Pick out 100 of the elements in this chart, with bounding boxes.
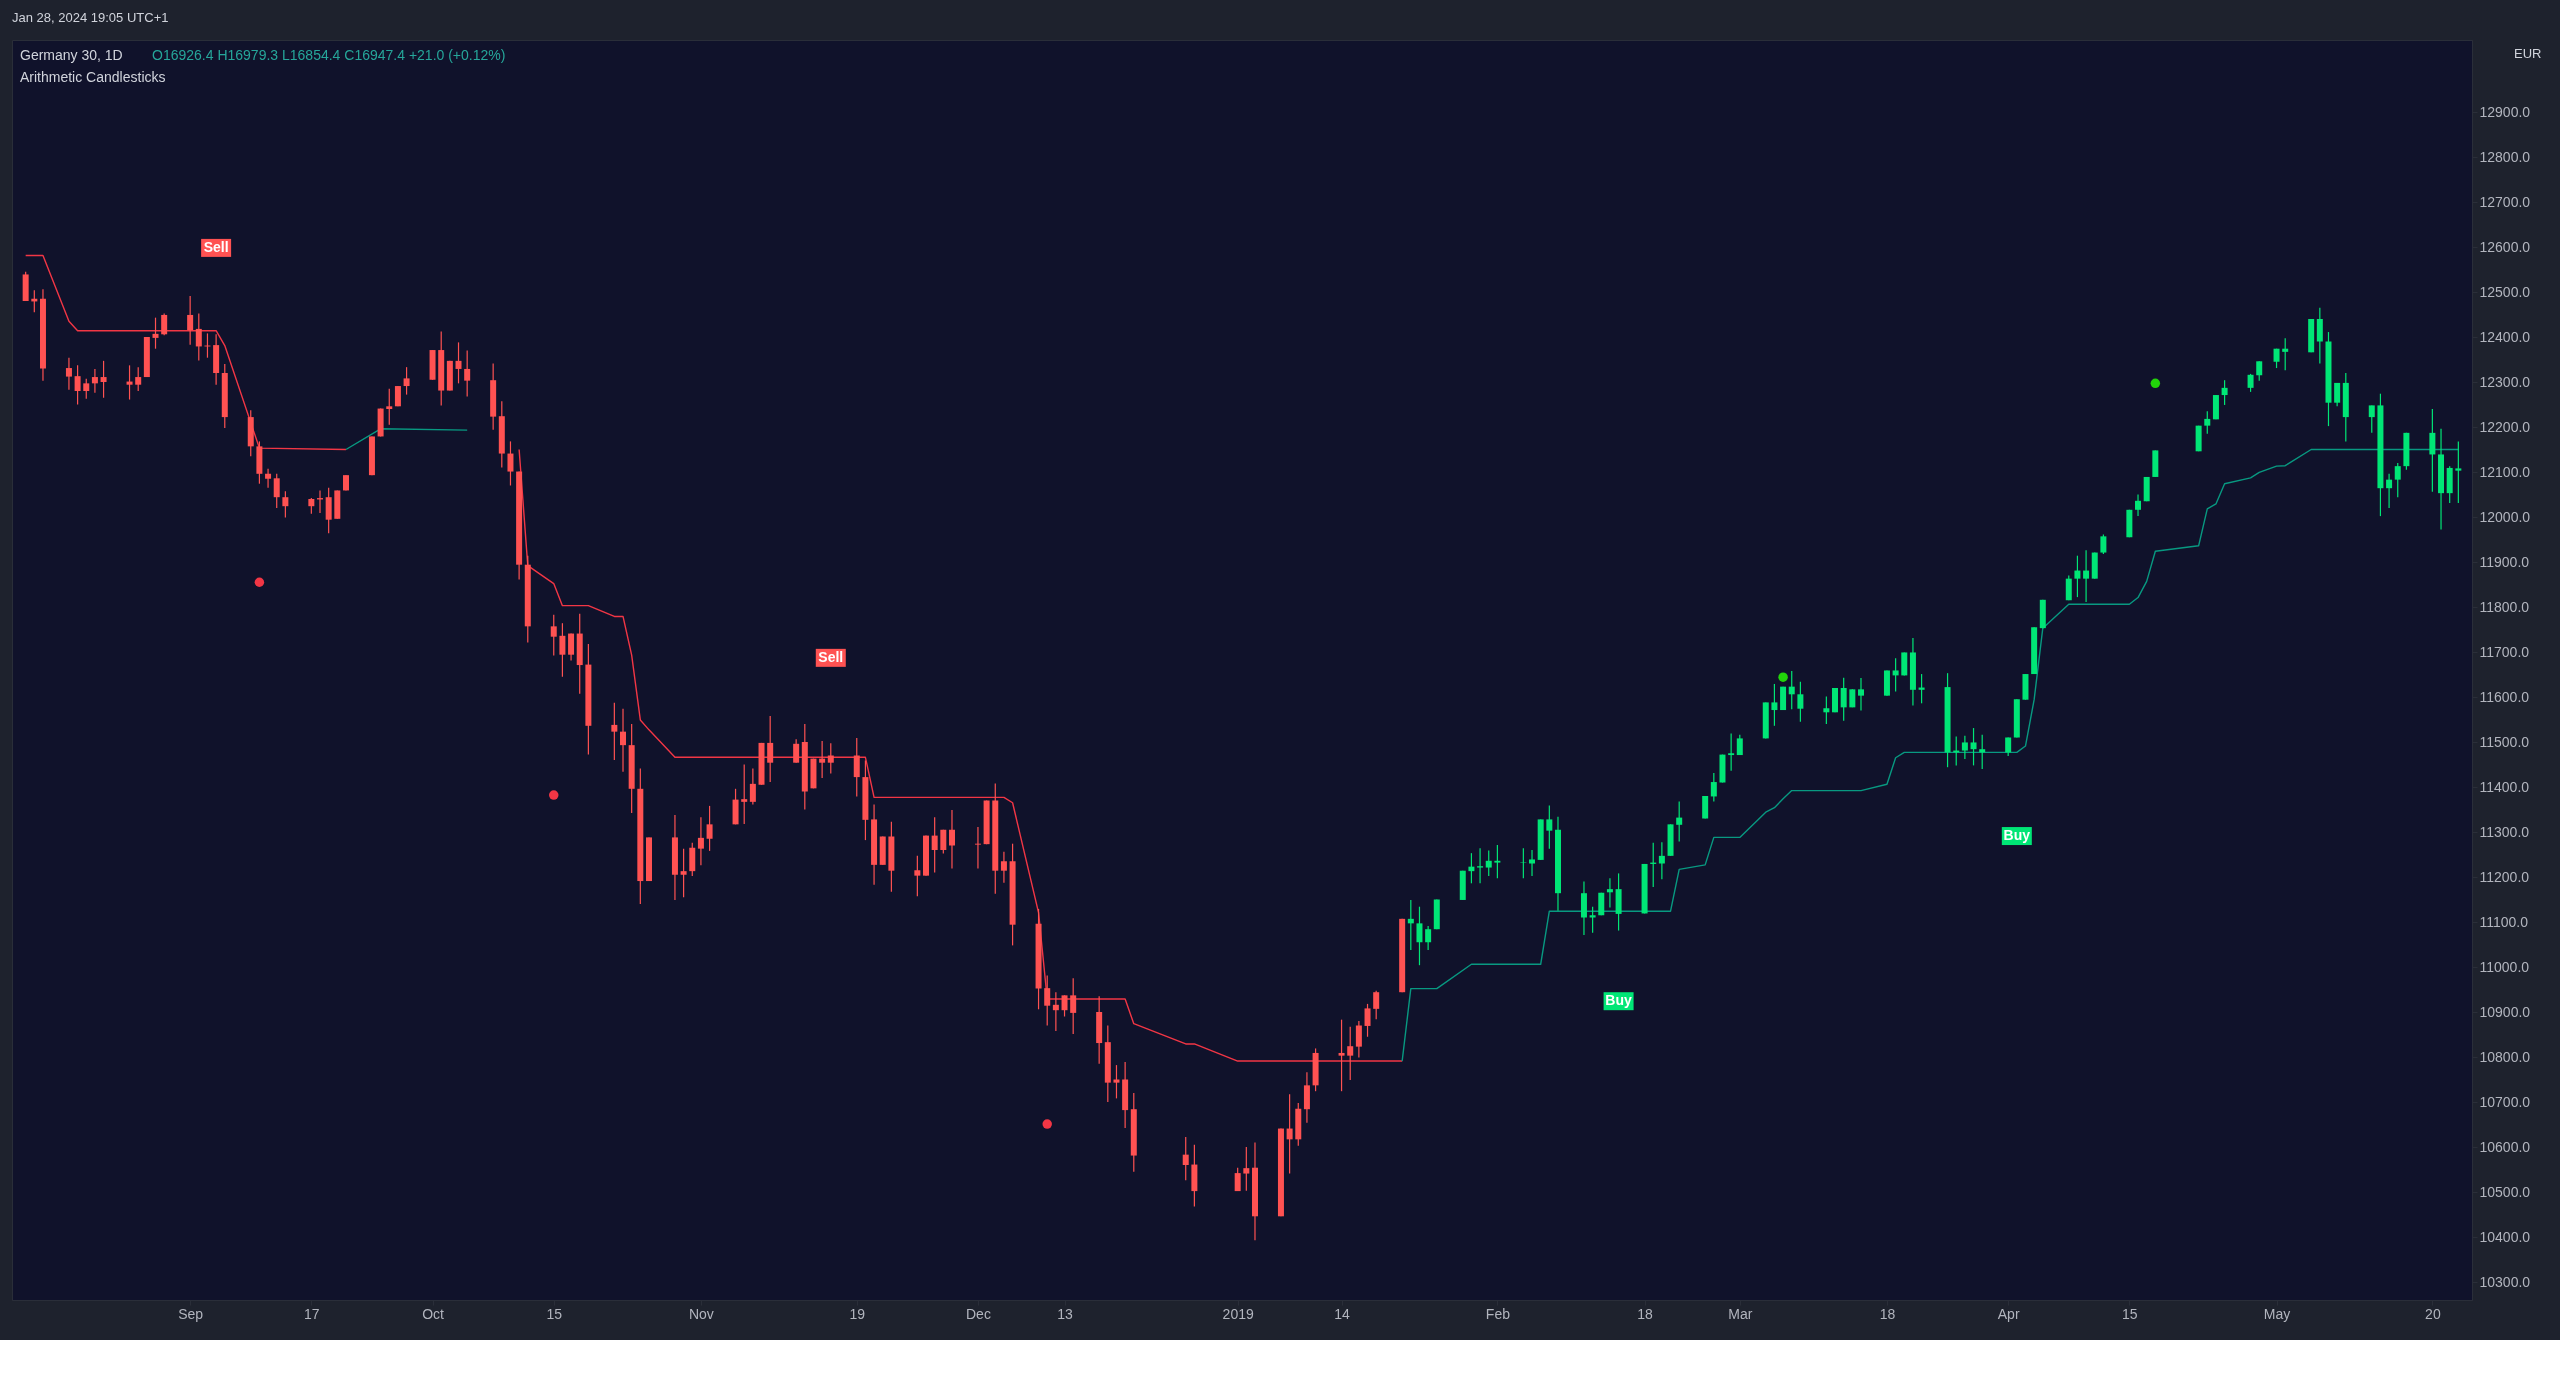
candlestick: [1485, 849, 1492, 877]
candlestick: [2316, 307, 2323, 365]
y-tick-label: 12500.0: [2479, 283, 2531, 300]
x-tick-label: 20: [2425, 1305, 2441, 1322]
candlestick: [403, 366, 410, 396]
candlestick: [1658, 841, 1665, 880]
candlestick: [1373, 990, 1380, 1020]
candlestick: [187, 295, 194, 346]
candlestick: [1243, 1146, 1250, 1192]
candlestick: [1113, 1064, 1120, 1099]
candlestick: [2394, 462, 2401, 498]
candlestick: [1416, 906, 1423, 966]
candlestick: [152, 317, 159, 350]
candlestick: [195, 313, 202, 361]
candlestick: [706, 805, 713, 852]
candlestick: [680, 848, 687, 898]
candlestick: [1840, 677, 1847, 722]
x-tick-label: May: [2263, 1305, 2291, 1322]
y-tick-label: 10600.0: [2479, 1138, 2531, 1155]
y-tick-label: 11100.0: [2479, 913, 2529, 930]
candlestick: [1052, 991, 1059, 1032]
line-series: [1401, 448, 2460, 1062]
y-tick-label: 11900.0: [2479, 553, 2530, 570]
candlestick: [2083, 549, 2090, 603]
candlestick: [126, 364, 133, 401]
candlestick: [1606, 877, 1613, 909]
candlestick: [1347, 1026, 1354, 1081]
candlestick: [2221, 379, 2228, 406]
x-tick-label: 18: [1879, 1305, 1896, 1322]
candlestick: [1061, 994, 1068, 1018]
y-tick-label: 10500.0: [2479, 1183, 2531, 1200]
candlestick: [455, 341, 462, 384]
candlestick: [1728, 732, 1735, 772]
candlestick: [2429, 408, 2436, 493]
candlestick: [135, 366, 142, 392]
x-tick-label: 18: [1637, 1305, 1654, 1322]
candlestick: [1979, 734, 1986, 770]
x-tick-label: Sep: [178, 1305, 204, 1322]
candlestick: [2074, 555, 2081, 598]
candlestick: [1520, 847, 1527, 879]
candlestick: [611, 702, 618, 761]
candlestick: [2282, 337, 2289, 371]
x-tick-label: 19: [849, 1305, 866, 1322]
candlestick: [853, 737, 860, 798]
text: Arithmetic Candlesticks: [20, 69, 166, 85]
y-tick-label: 12700.0: [2479, 193, 2531, 210]
candlestick: [2100, 533, 2107, 555]
candlestick: [1710, 772, 1717, 802]
candlestick: [507, 440, 514, 487]
candlestick: [325, 487, 332, 534]
y-tick-label: 11300.0: [2479, 823, 2530, 840]
candlestick: [1364, 1003, 1371, 1038]
point: [2150, 378, 2161, 389]
candlestick: [2368, 404, 2375, 434]
candlestick: [1788, 670, 1795, 710]
y-tick-label: 12200.0: [2479, 418, 2531, 435]
point: [1778, 672, 1788, 682]
candlestick: [1892, 657, 1899, 693]
candlestick: [568, 632, 575, 662]
candlestick: [265, 468, 272, 489]
candlestick: [1425, 925, 1432, 951]
candlestick: [1797, 681, 1804, 723]
candlestick: [1676, 800, 1683, 843]
line-series: [518, 448, 1403, 1062]
y-tick-label: 12100.0: [2479, 463, 2531, 480]
candlestick: [1070, 977, 1077, 1035]
x-tick-label: 17: [304, 1305, 320, 1322]
y-tick-label: 11800.0: [2479, 598, 2530, 615]
x-tick-label: 15: [546, 1305, 563, 1322]
point: [254, 577, 265, 587]
candlestick: [559, 622, 566, 678]
y-tick-label: 12000.0: [2479, 508, 2531, 525]
candlestick: [2065, 574, 2072, 601]
y-tick-label: 10900.0: [2479, 1003, 2531, 1020]
candlestick: [1702, 795, 1709, 820]
text: Germany 30, 1D: [20, 47, 123, 63]
candlestick: [161, 313, 168, 336]
y-tick-label: 12400.0: [2479, 328, 2531, 345]
candlestick: [741, 763, 748, 825]
candlestick: [948, 809, 955, 870]
y-tick-label: 11700.0: [2479, 643, 2530, 660]
candlestick: [2256, 360, 2263, 382]
candlestick: [689, 842, 696, 877]
text: EUR: [2514, 46, 2542, 61]
line-series: [24, 254, 347, 451]
candlestick: [1494, 844, 1501, 879]
annotation: Sell: [818, 648, 844, 665]
candlestick: [2204, 410, 2211, 435]
candlestick: [282, 490, 289, 519]
candlestick: [83, 378, 90, 400]
candlestick: [1529, 849, 1536, 877]
x-tick-label: Apr: [1997, 1305, 2020, 1322]
candlestick: [100, 360, 107, 399]
y-tick-label: 12600.0: [2479, 238, 2531, 255]
y-tick-label: 10300.0: [2479, 1273, 2531, 1290]
candlestick: [1771, 683, 1778, 727]
y-tick-label: 10400.0: [2479, 1228, 2531, 1245]
candlestick: [1303, 1071, 1310, 1124]
y-tick-label: 11000.0: [2479, 958, 2530, 975]
candlestick: [914, 855, 921, 897]
